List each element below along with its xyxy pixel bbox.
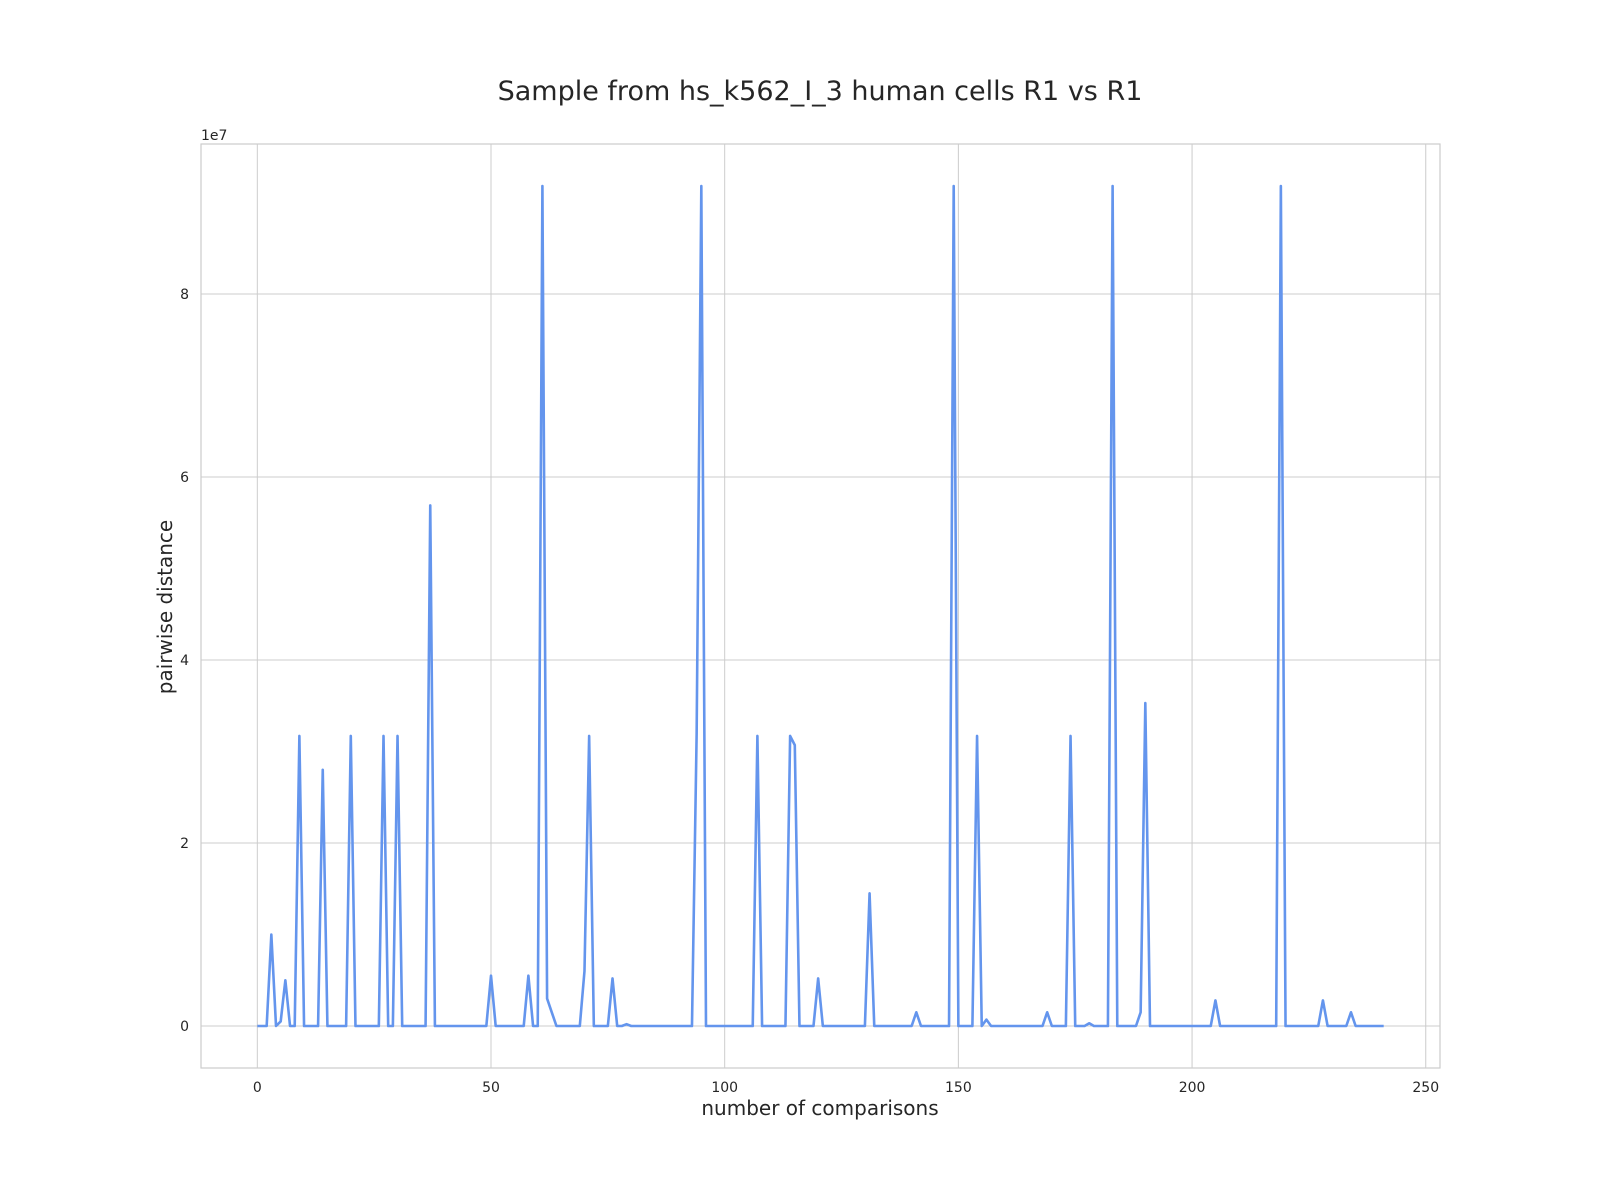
- y-offset-label: 1e7: [201, 128, 227, 144]
- y-tick-label: 8: [180, 287, 189, 303]
- x-tick-label: 200: [1179, 1080, 1206, 1096]
- y-tick-label: 6: [180, 470, 189, 486]
- x-tick-label: 100: [711, 1080, 738, 1096]
- plot-frame: [200, 143, 1441, 1069]
- x-tick-label: 0: [253, 1080, 262, 1096]
- x-tick-label: 150: [945, 1080, 972, 1096]
- x-tick-label: 250: [1412, 1080, 1439, 1096]
- y-axis-label: pairwise distance: [153, 520, 177, 694]
- data-line: [257, 184, 1384, 1028]
- x-axis-label: number of comparisons: [701, 1096, 938, 1120]
- y-tick-label: 0: [180, 1019, 189, 1035]
- x-tick-label: 50: [482, 1080, 500, 1096]
- chart-title: Sample from hs_k562_I_3 human cells R1 v…: [498, 76, 1143, 107]
- y-tick-label: 2: [180, 836, 189, 852]
- y-tick-label: 4: [180, 653, 189, 669]
